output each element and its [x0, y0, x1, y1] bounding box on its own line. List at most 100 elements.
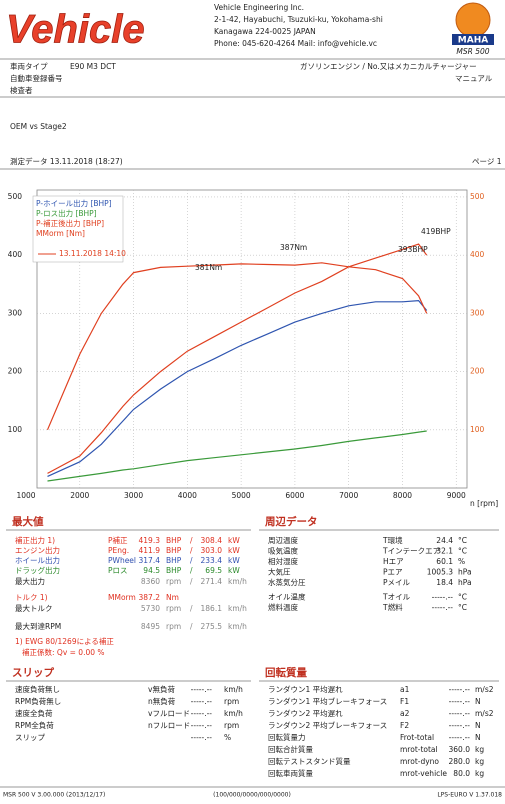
- row-unit: N: [475, 721, 481, 730]
- x-tick-label: 7000: [339, 491, 358, 500]
- y2-tick-label: 500: [470, 192, 485, 201]
- y2-tick-label: 300: [470, 308, 485, 317]
- row-unit: kW: [228, 556, 240, 565]
- row-unit: kg: [475, 769, 484, 778]
- row-value: -----.--: [449, 697, 471, 706]
- row-unit: BHP: [166, 556, 182, 565]
- x-tick-label: 3000: [124, 491, 143, 500]
- x-tick-label: 1000: [16, 491, 35, 500]
- series-line: [47, 299, 428, 477]
- separator: /: [190, 577, 193, 586]
- row-symbol: v無負荷: [148, 684, 175, 694]
- row-label: 回転テストスタンド質量: [268, 756, 351, 766]
- x-tick-label: 9000: [447, 491, 466, 500]
- row-symbol: mrot-total: [400, 745, 438, 754]
- row-value: -----.--: [191, 721, 213, 730]
- row-label: 速度全負荷: [15, 708, 53, 718]
- row-symbol: PEng.: [108, 546, 129, 555]
- engine: ガソリンエンジン / No.又はメカニカルチャージャー: [300, 61, 477, 71]
- y2-tick-label: 100: [470, 425, 485, 434]
- row-unit: hPa: [458, 578, 472, 587]
- maha-emblem: [455, 2, 491, 38]
- model: MSR 500: [456, 47, 489, 56]
- y-tick-label: 500: [8, 192, 23, 201]
- row-unit: km/h: [224, 709, 243, 718]
- y-tick-label: 100: [8, 425, 23, 434]
- row-value: -----.--: [432, 603, 454, 612]
- row-unit: hPa: [458, 568, 472, 577]
- row-symbol: a2: [400, 709, 410, 718]
- row-unit: km/h: [224, 685, 243, 694]
- row-symbol: vフルロード: [148, 709, 190, 718]
- separator: /: [190, 556, 193, 565]
- row-value: -----.--: [191, 685, 213, 694]
- row-label: ドラッグ出力: [15, 565, 60, 575]
- logo: Vehicle: [6, 8, 145, 52]
- row-label: ランダウン2 平均ブレーキフォース: [268, 720, 387, 730]
- row-unit: BHP: [166, 546, 182, 555]
- row-value: 271.4: [201, 577, 223, 586]
- measurement: 測定データ 13.11.2018 (18:27): [10, 156, 123, 166]
- row-symbol: nフルロード: [148, 721, 190, 730]
- row-symbol: Pメイル: [383, 578, 411, 587]
- annotation: 393BHP: [398, 245, 428, 254]
- separator: /: [190, 604, 193, 613]
- row-value: 24.4: [436, 536, 453, 545]
- section-title: 回転質量: [265, 666, 307, 679]
- row-label: 速度負荷無し: [15, 684, 60, 694]
- row-value: 69.5: [205, 566, 222, 575]
- row-value: 387.2: [139, 593, 161, 602]
- row-label: ランダウン1 平均遅れ: [268, 684, 343, 694]
- row-unit: rpm: [166, 577, 181, 586]
- info-value: E90 M3 DCT: [70, 62, 116, 71]
- note: 補正係数: Qv = 0.00 %: [22, 647, 105, 657]
- row-value: 233.4: [201, 556, 223, 565]
- legend-entry: P-ロス出力 [BHP]: [36, 208, 97, 218]
- row-label: スリップ: [15, 733, 45, 742]
- legend-box: [32, 195, 124, 263]
- row-label: ホイール出力: [15, 555, 60, 565]
- maha-bar: [452, 34, 494, 45]
- row-value: 186.1: [201, 604, 223, 613]
- row-unit: Nm: [166, 593, 179, 602]
- x-tick-label: 6000: [285, 491, 304, 500]
- info-label: 検査者: [10, 85, 33, 95]
- row-value: -----.--: [432, 593, 454, 602]
- row-symbol: a1: [400, 685, 410, 694]
- address: Kanagawa 224-0025 JAPAN: [214, 27, 316, 36]
- row-label: 水蒸気分圧: [268, 577, 306, 587]
- row-unit: %: [224, 733, 231, 742]
- legend-run: 13.11.2018 14:10: [59, 249, 126, 258]
- row-value: 1005.3: [427, 568, 453, 577]
- note: 1) EWG 80/1269による補正: [15, 636, 114, 646]
- row-value: -----.--: [449, 721, 471, 730]
- row-unit: rpm: [166, 622, 181, 631]
- row-label: 相対湿度: [268, 556, 298, 566]
- row-unit: m/s2: [475, 685, 494, 694]
- row-symbol: P補正: [108, 535, 128, 545]
- row-label: 回転合計質量: [268, 744, 313, 754]
- row-unit: kg: [475, 745, 484, 754]
- row-label: ランダウン2 平均遅れ: [268, 708, 343, 718]
- x-tick-label: 2000: [70, 491, 89, 500]
- address: 2-1-42, Hayabuchi, Tsuzuki-ku, Yokohama-…: [214, 15, 383, 24]
- section-title: 周辺データ: [265, 515, 318, 528]
- info-label: 自動車登録番号: [10, 73, 63, 83]
- row-label: ランダウン1 平均ブレーキフォース: [268, 696, 387, 706]
- comment: OEM vs Stage2: [10, 122, 67, 131]
- row-label: 最大出力: [15, 576, 45, 586]
- row-symbol: Pロス: [108, 566, 128, 575]
- row-label: 最大到達RPM: [15, 621, 61, 631]
- row-unit: °C: [458, 536, 467, 545]
- row-unit: rpm: [166, 604, 181, 613]
- brand: MAHA: [458, 36, 488, 46]
- row-value: -----.--: [191, 733, 213, 742]
- row-value: 18.4: [436, 578, 453, 587]
- row-symbol: Frot-total: [400, 733, 434, 742]
- y-tick-label: 300: [8, 308, 23, 317]
- x-tick-label: 8000: [393, 491, 412, 500]
- y-tick-label: 200: [8, 367, 23, 376]
- row-value: 419.3: [139, 536, 161, 545]
- row-label: エンジン出力: [15, 545, 60, 555]
- row-symbol: Hエア: [383, 557, 404, 566]
